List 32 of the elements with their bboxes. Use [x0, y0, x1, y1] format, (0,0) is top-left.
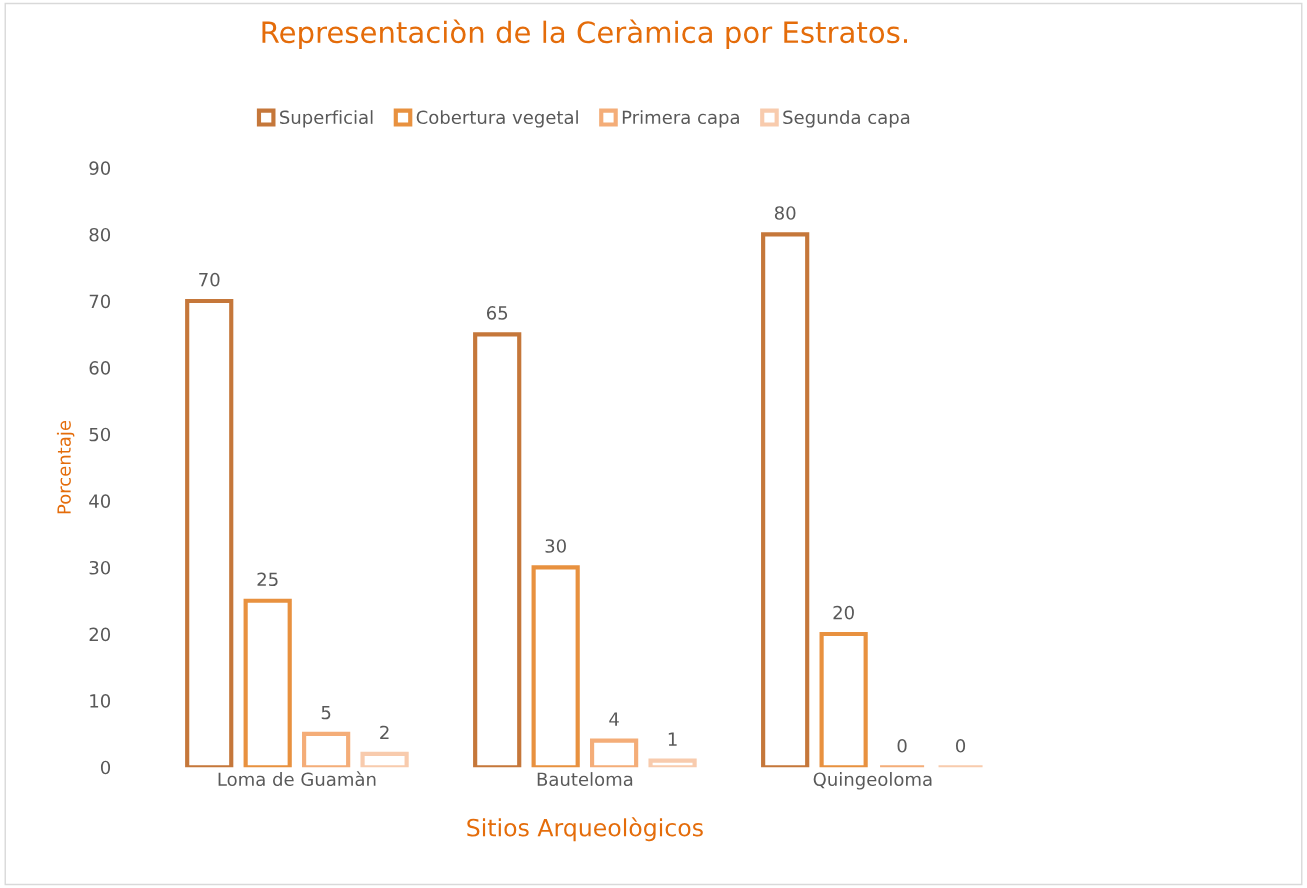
data-label: 0: [955, 738, 966, 753]
legend-label: Segunda capa: [783, 110, 910, 128]
x-tick-label: Loma de Guamàn: [218, 771, 376, 787]
legend-label: Primera capa: [622, 110, 739, 128]
y-tick-label: 10: [90, 694, 111, 708]
y-tick-label: 60: [89, 361, 111, 375]
legend-label: Cobertura vegetal: [416, 110, 578, 128]
data-label: 2: [380, 725, 389, 740]
y-tick-label: 70: [89, 294, 111, 309]
y-tick-label: 90: [89, 161, 111, 175]
data-label: 25: [257, 572, 278, 587]
data-label: 80: [774, 206, 796, 220]
chart-title: Representaciòn de la Ceràmica por Estratos.: [262, 19, 907, 49]
y-tick-label: 80: [89, 227, 111, 242]
data-label: 65: [486, 306, 508, 320]
data-label: 20: [833, 605, 854, 620]
y-axis-title: Porcentaje: [56, 420, 75, 514]
x-tick-label: Bauteloma: [537, 772, 633, 787]
x-tick-label: Quingeoloma: [813, 772, 932, 790]
data-label: 30: [545, 539, 566, 553]
data-label: 0: [897, 738, 907, 753]
data-label: 70: [199, 272, 220, 287]
y-tick-label: 20: [89, 627, 111, 642]
x-axis-title: Sitios Arqueològicos: [467, 817, 703, 842]
y-tick-label: 50: [89, 427, 111, 442]
data-label: 4: [609, 712, 619, 726]
y-tick-label: 40: [89, 494, 111, 508]
legend-label: Superficial: [280, 110, 373, 128]
data-label: 5: [321, 705, 331, 720]
data-label: 1: [668, 732, 677, 746]
y-tick-label: 0: [100, 760, 111, 775]
y-tick-label: 30: [89, 560, 111, 575]
